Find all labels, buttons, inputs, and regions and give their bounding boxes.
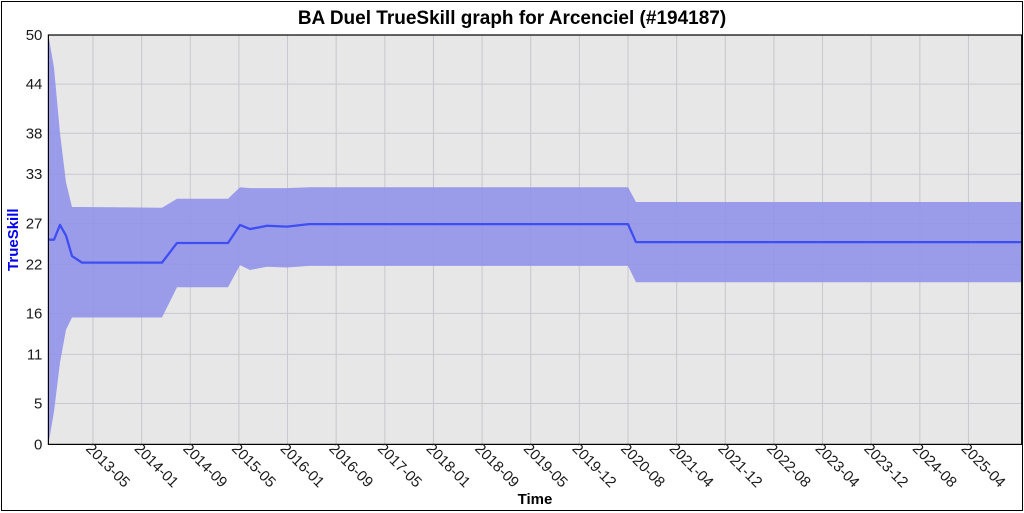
svg-text:2016-09: 2016-09 — [325, 440, 376, 491]
svg-text:2014-09: 2014-09 — [179, 440, 230, 491]
svg-text:TrueSkill: TrueSkill — [5, 208, 22, 271]
svg-text:2018-01: 2018-01 — [423, 440, 474, 491]
svg-text:50: 50 — [26, 27, 43, 44]
svg-text:2019-12: 2019-12 — [569, 440, 620, 491]
svg-text:44: 44 — [26, 76, 43, 93]
svg-text:2022-08: 2022-08 — [763, 440, 814, 491]
svg-text:2023-04: 2023-04 — [812, 440, 863, 491]
svg-text:2025-04: 2025-04 — [958, 440, 1009, 491]
svg-text:2023-12: 2023-12 — [860, 440, 911, 491]
svg-text:2020-08: 2020-08 — [617, 440, 668, 491]
svg-text:11: 11 — [27, 346, 43, 363]
svg-text:22: 22 — [26, 256, 43, 273]
svg-text:33: 33 — [26, 166, 43, 183]
svg-text:0: 0 — [34, 436, 42, 453]
svg-text:2018-09: 2018-09 — [471, 440, 522, 491]
svg-text:2019-05: 2019-05 — [520, 440, 571, 491]
svg-text:2013-05: 2013-05 — [82, 440, 133, 491]
svg-text:2024-08: 2024-08 — [909, 440, 960, 491]
svg-text:5: 5 — [34, 396, 42, 413]
svg-text:2015-05: 2015-05 — [228, 440, 279, 491]
svg-text:Time: Time — [518, 491, 553, 508]
svg-text:2014-01: 2014-01 — [131, 440, 182, 491]
svg-text:16: 16 — [26, 305, 43, 322]
svg-text:2021-12: 2021-12 — [714, 440, 765, 491]
svg-text:27: 27 — [26, 215, 43, 232]
svg-text:38: 38 — [26, 125, 43, 142]
svg-text:2017-05: 2017-05 — [374, 440, 425, 491]
svg-text:2021-04: 2021-04 — [666, 440, 717, 491]
svg-text:2016-01: 2016-01 — [277, 440, 328, 491]
